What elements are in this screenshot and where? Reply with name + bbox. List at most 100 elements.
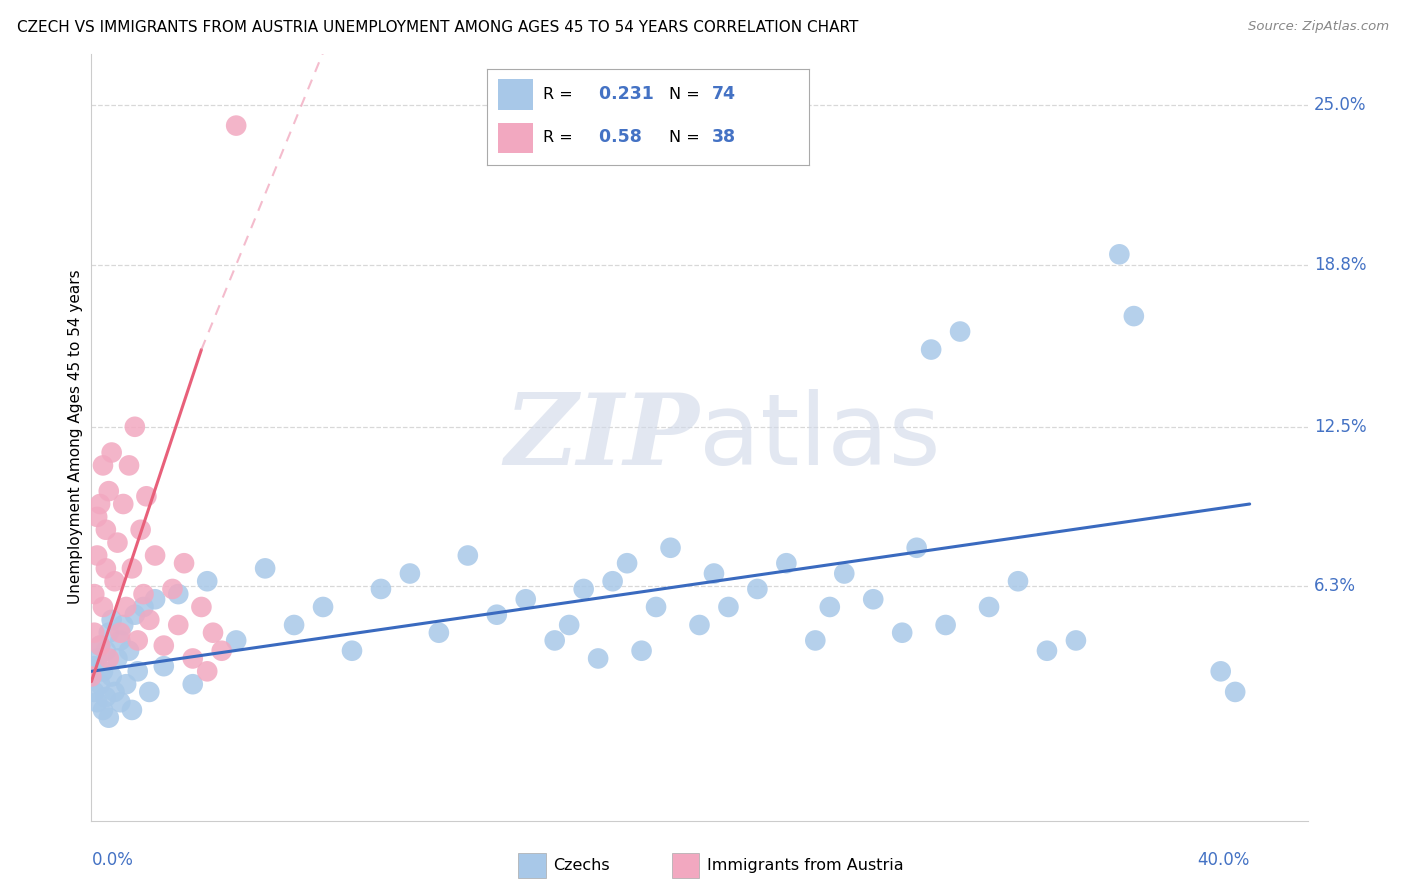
Point — [132, 587, 155, 601]
Point — [91, 599, 114, 614]
Point — [804, 633, 827, 648]
Point — [97, 484, 120, 499]
Point — [312, 599, 335, 614]
Point — [1225, 685, 1247, 699]
Point — [91, 703, 114, 717]
Point — [83, 625, 105, 640]
FancyBboxPatch shape — [672, 853, 699, 878]
Point — [891, 625, 914, 640]
Point — [127, 633, 149, 648]
Point — [173, 556, 195, 570]
Point — [688, 618, 710, 632]
Text: 12.5%: 12.5% — [1313, 417, 1367, 436]
Text: 18.8%: 18.8% — [1313, 256, 1367, 274]
Point — [110, 695, 132, 709]
Point — [977, 599, 1000, 614]
Point — [225, 119, 247, 133]
Point — [1209, 665, 1232, 679]
Text: 0.0%: 0.0% — [91, 851, 134, 870]
Point — [905, 541, 928, 555]
Point — [862, 592, 884, 607]
Point — [167, 587, 190, 601]
Point — [110, 625, 132, 640]
Point — [83, 685, 105, 699]
Y-axis label: Unemployment Among Ages 45 to 54 years: Unemployment Among Ages 45 to 54 years — [67, 269, 83, 605]
Point — [86, 509, 108, 524]
FancyBboxPatch shape — [517, 853, 546, 878]
Point — [94, 561, 117, 575]
Point — [115, 599, 138, 614]
Point — [89, 639, 111, 653]
Point — [1108, 247, 1130, 261]
Point — [80, 669, 103, 683]
Point — [775, 556, 797, 570]
Text: 25.0%: 25.0% — [1313, 96, 1367, 114]
Point — [143, 592, 166, 607]
Point — [920, 343, 942, 357]
Point — [190, 599, 212, 614]
Point — [1122, 309, 1144, 323]
Text: 40.0%: 40.0% — [1198, 851, 1250, 870]
Point — [485, 607, 508, 622]
Point — [427, 625, 450, 640]
Point — [515, 592, 537, 607]
Point — [118, 644, 141, 658]
Point — [97, 711, 120, 725]
Point — [100, 613, 122, 627]
Point — [717, 599, 740, 614]
Point — [103, 574, 125, 589]
Point — [370, 582, 392, 596]
Point — [100, 445, 122, 459]
Point — [586, 651, 609, 665]
Point — [832, 566, 855, 581]
Point — [107, 535, 129, 549]
Point — [602, 574, 624, 589]
Point — [110, 633, 132, 648]
Point — [112, 497, 135, 511]
Point — [283, 618, 305, 632]
Point — [103, 685, 125, 699]
Point — [1007, 574, 1029, 589]
Text: Czechs: Czechs — [554, 858, 610, 872]
Point — [138, 685, 160, 699]
Point — [630, 644, 652, 658]
Point — [124, 607, 146, 622]
Point — [86, 549, 108, 563]
Point — [94, 690, 117, 704]
Point — [818, 599, 841, 614]
Point — [89, 677, 111, 691]
Point — [645, 599, 668, 614]
Point — [97, 625, 120, 640]
Point — [89, 639, 111, 653]
Point — [202, 625, 225, 640]
Point — [152, 659, 174, 673]
Point — [118, 458, 141, 473]
Point — [659, 541, 682, 555]
Point — [127, 665, 149, 679]
Point — [616, 556, 638, 570]
Point — [1036, 644, 1059, 658]
Point — [80, 669, 103, 683]
Point — [94, 644, 117, 658]
Point — [112, 618, 135, 632]
Point — [129, 523, 152, 537]
Point — [121, 561, 143, 575]
Point — [100, 669, 122, 683]
Point — [115, 677, 138, 691]
Point — [1064, 633, 1087, 648]
Text: CZECH VS IMMIGRANTS FROM AUSTRIA UNEMPLOYMENT AMONG AGES 45 TO 54 YEARS CORRELAT: CZECH VS IMMIGRANTS FROM AUSTRIA UNEMPLO… — [17, 20, 858, 35]
Point — [544, 633, 567, 648]
Point — [340, 644, 363, 658]
Point — [211, 644, 233, 658]
Point — [83, 659, 105, 673]
Point — [254, 561, 277, 575]
Point — [91, 665, 114, 679]
Point — [89, 497, 111, 511]
Point — [94, 523, 117, 537]
Point — [195, 574, 218, 589]
Point — [97, 651, 120, 665]
Point — [91, 458, 114, 473]
Point — [83, 587, 105, 601]
Point — [132, 599, 155, 614]
Point — [747, 582, 769, 596]
